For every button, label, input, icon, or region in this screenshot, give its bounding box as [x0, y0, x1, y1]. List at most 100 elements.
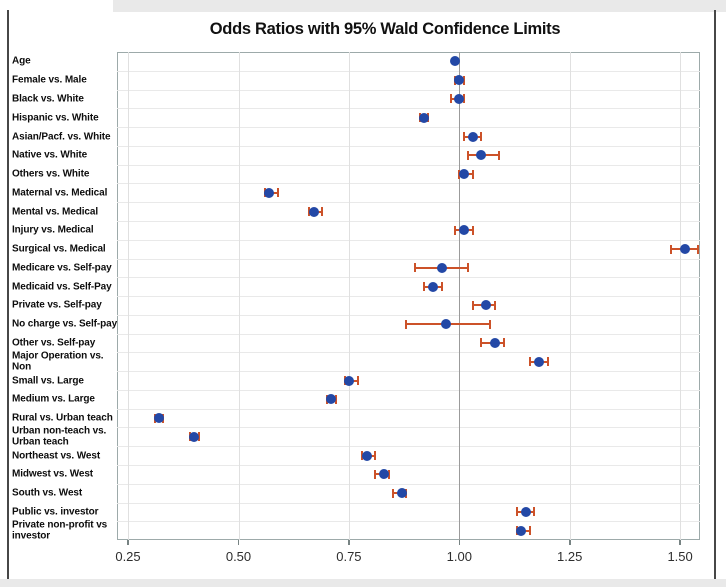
or-marker [427, 281, 438, 292]
or-marker [679, 244, 690, 255]
or-marker [379, 469, 390, 480]
ci-cap-left [423, 282, 425, 292]
gridline-vertical [569, 52, 571, 540]
ci-cap-right [529, 526, 531, 536]
row-label: Medium vs. Large [12, 393, 95, 405]
gridline-horizontal [117, 427, 700, 429]
row-label: Maternal vs. Medical [12, 187, 108, 199]
gridline-horizontal [117, 277, 700, 279]
row-label: Medicaid vs. Self-Pay [12, 280, 112, 292]
page-right-border [714, 10, 716, 579]
ci-cap-left [449, 94, 452, 104]
or-marker [454, 75, 465, 86]
gridline-horizontal [117, 483, 700, 485]
ci-cap-right [277, 188, 280, 198]
x-axis-tick [348, 540, 350, 545]
ci-cap-right [440, 282, 443, 292]
row-label: Others vs. White [12, 168, 90, 180]
ci-cap-left [670, 244, 673, 254]
or-marker [343, 375, 354, 386]
gridline-horizontal [117, 446, 700, 448]
row-label: South vs. West [12, 487, 83, 499]
ci-cap-right [493, 300, 496, 310]
row-label: Hispanic vs. White [12, 111, 99, 123]
x-tick-label: 0.25 [115, 549, 141, 564]
row-label: Northeast vs. West [12, 449, 101, 461]
or-marker [154, 413, 164, 423]
gridline-horizontal [117, 352, 700, 354]
gridline-horizontal [117, 220, 700, 222]
page-top-band [113, 0, 726, 12]
page-left-border [7, 10, 9, 579]
ci-cap-left [453, 225, 456, 235]
or-marker [520, 506, 531, 517]
page-bottom-band [0, 579, 726, 587]
gridline-horizontal [117, 521, 700, 523]
gridline-horizontal [117, 183, 700, 185]
or-marker [436, 262, 447, 273]
reference-line [458, 52, 460, 540]
row-label: Female vs. Male [12, 74, 87, 86]
gridline-horizontal [117, 202, 700, 204]
ci-cap-left [374, 469, 377, 479]
gridline-horizontal [117, 258, 700, 260]
row-label: Black vs. White [12, 93, 84, 105]
x-tick-label: 1.25 [557, 549, 583, 564]
ci-cap-left [515, 507, 518, 517]
row-label: Private vs. Self-pay [12, 299, 102, 311]
x-axis-tick [127, 540, 129, 545]
row-label: Asian/Pacf. vs. White [12, 130, 111, 142]
gridline-horizontal [117, 314, 700, 316]
row-label: Small vs. Large [12, 374, 84, 386]
row-label: Mental vs. Medical [12, 205, 99, 217]
or-marker [489, 337, 500, 348]
ci-cap-right [533, 507, 536, 517]
ci-cap-left [480, 338, 483, 348]
ci-cap-left [467, 150, 470, 160]
row-label: Other vs. Self-pay [12, 337, 96, 349]
x-tick-label: 0.75 [336, 549, 362, 564]
or-marker [264, 187, 275, 198]
ci-cap-right [467, 263, 470, 273]
ci-cap-right [471, 169, 474, 179]
or-marker [480, 300, 491, 311]
ci-cap-right [696, 244, 699, 254]
gridline-vertical [238, 52, 240, 540]
x-axis-tick [458, 540, 460, 545]
row-label: No charge vs. Self-pay [12, 318, 118, 330]
ci-cap-right [374, 451, 377, 460]
gridline-horizontal [117, 108, 700, 110]
or-marker [467, 131, 478, 142]
gridline-horizontal [117, 296, 700, 297]
or-marker [533, 356, 544, 367]
ci-cap-left [471, 300, 474, 310]
or-marker [308, 206, 319, 217]
or-marker [326, 394, 337, 405]
ci-cap-left [392, 488, 394, 498]
row-label: Major Operation vs. Non [12, 350, 104, 373]
or-marker [454, 93, 465, 104]
gridline-horizontal [117, 127, 700, 129]
gridline-vertical [680, 52, 682, 540]
or-marker [476, 150, 487, 161]
row-label: Rural vs. Urban teach [12, 412, 113, 424]
gridline-horizontal [117, 164, 700, 166]
ci-cap-right [498, 150, 500, 160]
gridline-horizontal [117, 145, 700, 147]
or-marker [516, 525, 527, 536]
ci-cap-right [480, 132, 483, 141]
row-label: Native vs. White [12, 149, 88, 161]
gridline-horizontal [117, 70, 700, 72]
ci-cap-left [462, 132, 465, 141]
ci-cap-right [546, 357, 549, 367]
gridline-horizontal [117, 239, 700, 241]
ci-cap-left [414, 263, 417, 273]
row-label: Age [12, 55, 31, 67]
x-tick-label: 1.50 [667, 549, 693, 564]
ci-cap-right [489, 319, 492, 329]
gridline-vertical [128, 52, 129, 540]
row-label: Private non-profit vs investor [12, 519, 108, 542]
gridline-horizontal [117, 408, 700, 410]
ci-cap-right [471, 225, 474, 235]
